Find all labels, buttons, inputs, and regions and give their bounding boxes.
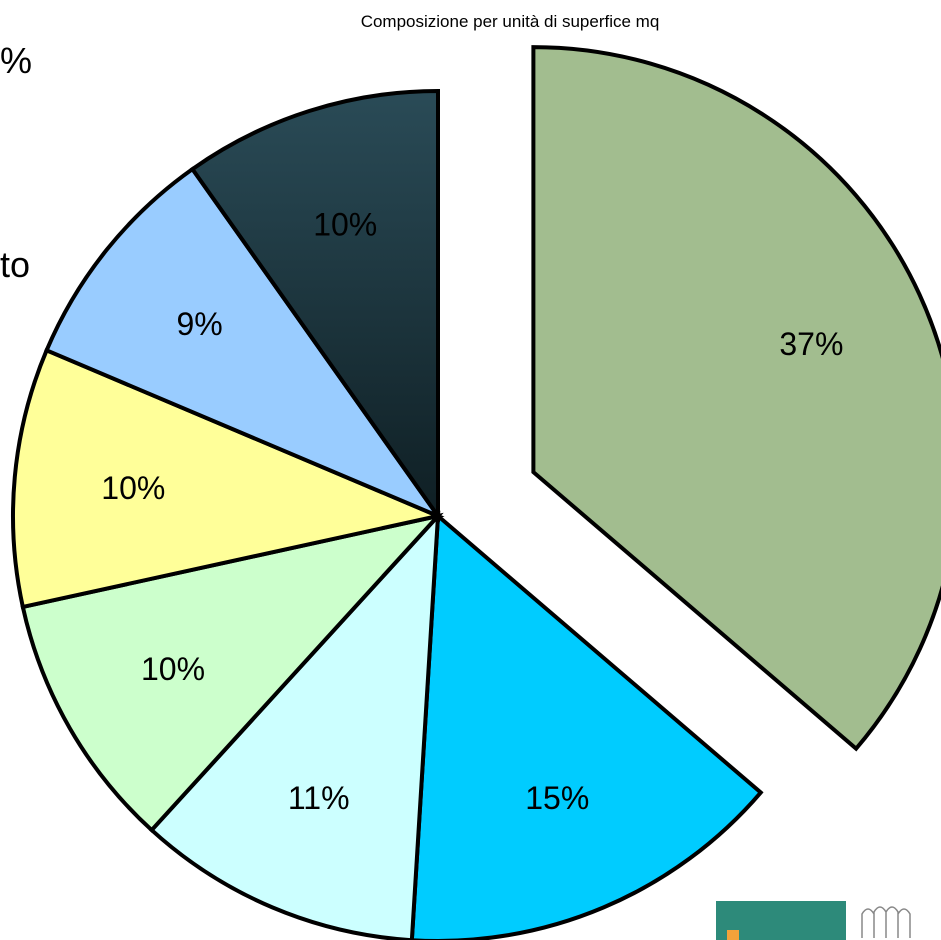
slice-label: 10% (313, 206, 377, 242)
slice-label: 37% (779, 326, 843, 362)
pie-slice (189, 88, 440, 523)
slice-label: 15% (525, 780, 589, 816)
slice-label: 10% (101, 470, 165, 506)
pie-labels: 37% 15% 11% 10% 10% 9% 10% (101, 206, 843, 815)
logo-icon (861, 906, 911, 938)
pie-slice (531, 45, 941, 752)
pie-slice (43, 166, 444, 521)
slice-label: 11% (288, 780, 350, 816)
pie-slices (11, 45, 941, 940)
logo-accent (727, 930, 739, 940)
slice-label: 10% (141, 651, 205, 687)
pie-slice (20, 512, 444, 833)
cropped-text-fragment: to (0, 244, 31, 285)
cropped-text-fragment: % (0, 40, 33, 81)
pie-slice (148, 510, 441, 940)
chart-title: Composizione per unità di superfice mq (360, 12, 660, 31)
slice-label: 9% (176, 306, 222, 342)
pie-slice (409, 511, 764, 940)
pie-slice (11, 347, 445, 610)
